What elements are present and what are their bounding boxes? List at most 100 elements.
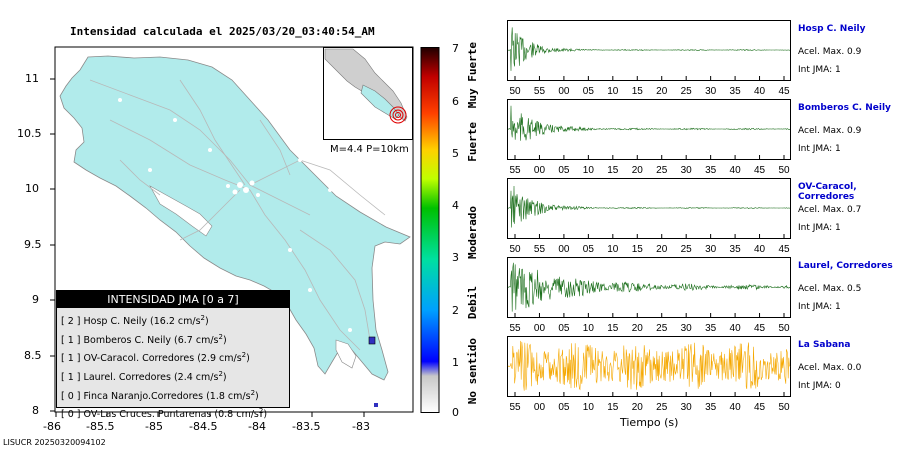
station-max-accel: Acel. Max. 0.0 — [798, 363, 862, 373]
time-tick-label: 10 — [583, 402, 595, 413]
time-tick-label: 50 — [509, 244, 521, 255]
epicenter-marker — [389, 106, 407, 124]
time-tick-label: 00 — [534, 323, 546, 334]
colorbar-tick: 3 — [452, 251, 459, 264]
time-tick-label: 50 — [778, 165, 790, 176]
colorbar-tick: 6 — [452, 95, 459, 108]
station-name: Bomberos C. Neily — [798, 103, 891, 113]
station-jma-intensity: Int JMA: 0 — [798, 381, 841, 391]
waveform-panel: 55 00 05 10 15 20 25 30 35 40 45 50 — [507, 336, 791, 413]
waveform-trace — [507, 105, 791, 141]
time-tick-label: 05 — [558, 323, 570, 334]
waveform-frame — [507, 20, 791, 81]
time-tick-label: 35 — [705, 402, 717, 413]
lat-tick: 10.5 — [17, 127, 42, 140]
legend-title: INTENSIDAD JMA [0 a 7] — [57, 291, 289, 308]
time-tick-label: 25 — [681, 86, 693, 97]
time-tick-label: 55 — [534, 244, 546, 255]
waveform-panel: 50 55 00 05 10 15 20 25 30 35 40 45 — [507, 178, 791, 255]
station-legend: INTENSIDAD JMA [0 a 7] [ 2 ] Hosp C. Nei… — [56, 290, 290, 420]
time-tick-label: 55 — [509, 165, 521, 176]
waveform-trace — [507, 262, 791, 312]
station-max-accel: Acel. Max. 0.9 — [798, 47, 862, 57]
station-jma-intensity: Int JMA: 1 — [798, 302, 841, 312]
time-tick-label: 50 — [778, 402, 790, 413]
lat-tick: 10 — [25, 182, 39, 195]
station-name: Hosp C. Neily — [798, 24, 866, 34]
lon-tick: -83 — [352, 420, 370, 433]
lat-tick: 9.5 — [24, 238, 42, 251]
lat-tick: 8.5 — [24, 349, 42, 362]
time-tick-label: 50 — [778, 323, 790, 334]
lon-tick: -84.5 — [189, 420, 218, 433]
station-max-accel: Acel. Max. 0.5 — [798, 284, 862, 294]
inset-map — [323, 47, 413, 140]
time-tick-label: 25 — [656, 323, 668, 334]
station-name: La Sabana — [798, 340, 851, 350]
legend-row: [ 2 ] Hosp C. Neily (16.2 cm/s2) — [61, 314, 209, 328]
waveform-panel: 55 00 05 10 15 20 25 30 35 40 45 50 — [507, 257, 791, 334]
time-tick-label: 40 — [754, 244, 766, 255]
time-tick-label: 50 — [509, 86, 521, 97]
waveform-trace — [507, 185, 791, 228]
colorbar-tick: 7 — [452, 42, 459, 55]
time-tick-label: 30 — [705, 244, 717, 255]
time-tick-label: 15 — [607, 165, 619, 176]
lon-tick: -83.5 — [292, 420, 321, 433]
time-tick-label: 30 — [681, 402, 693, 413]
time-tick-label: 55 — [509, 323, 521, 334]
time-tick-label: 10 — [583, 165, 595, 176]
colorbar-label: Muy Fuerte — [466, 42, 479, 109]
legend-row: [ 1 ] Bomberos C. Neily (6.7 cm/s2) — [61, 332, 227, 346]
waveform-trace — [507, 27, 791, 71]
station-marker — [368, 336, 376, 345]
time-tick-label: 20 — [656, 86, 668, 97]
time-tick-label: 15 — [607, 323, 619, 334]
time-tick-label: 45 — [754, 323, 766, 334]
legend-row: [ 0 ] Finca Naranjo.Corredores (1.8 cm/s… — [61, 388, 259, 402]
footer-id: LISUCR 20250320094102 — [3, 438, 106, 447]
station-marker-south — [374, 403, 378, 407]
time-tick-label: 15 — [607, 402, 619, 413]
time-tick-label: 25 — [681, 244, 693, 255]
station-max-accel: Acel. Max. 0.9 — [798, 126, 862, 136]
time-tick-label: 05 — [583, 86, 595, 97]
lat-tick: 11 — [25, 72, 39, 85]
time-tick-label: 45 — [754, 165, 766, 176]
time-tick-label: 40 — [754, 86, 766, 97]
time-tick-label: 55 — [509, 402, 521, 413]
nicoya-gulf — [149, 185, 213, 237]
legend-rows: [ 2 ] Hosp C. Neily (16.2 cm/s2) [ 1 ] B… — [57, 308, 289, 423]
time-tick-label: 05 — [583, 244, 595, 255]
time-tick-label: 35 — [730, 86, 742, 97]
golfo-dulce — [335, 339, 357, 369]
waveform-panel: 50 55 00 05 10 15 20 25 30 35 40 45 — [507, 20, 791, 97]
road-network — [89, 79, 386, 351]
time-tick-label: 20 — [632, 323, 644, 334]
time-tick-label: 10 — [607, 244, 619, 255]
station-name: OV-Caracol, Corredores — [798, 182, 857, 202]
time-tick-label: 55 — [534, 86, 546, 97]
time-tick-label: 40 — [730, 402, 742, 413]
waveform-panel: 55 00 05 10 15 20 25 30 35 40 45 50 — [507, 99, 791, 176]
time-tick-label: 10 — [583, 323, 595, 334]
time-axis-label: Tiempo (s) — [620, 416, 679, 429]
time-tick-label: 40 — [730, 165, 742, 176]
lon-tick: -84 — [248, 420, 266, 433]
time-tick-label: 05 — [558, 165, 570, 176]
time-tick-label: 25 — [656, 165, 668, 176]
legend-row: [ 1 ] Laurel. Corredores (2.4 cm/s2) — [61, 369, 227, 384]
lat-tick: 8 — [32, 404, 39, 417]
costa-rica-land — [59, 55, 411, 381]
station-jma-intensity: Int JMA: 1 — [798, 144, 841, 154]
waveform-frame — [507, 257, 791, 318]
colorbar-label: Fuerte — [466, 122, 479, 162]
time-tick-label: 00 — [534, 402, 546, 413]
station-jma-intensity: Int JMA: 1 — [798, 65, 841, 75]
time-tick-label: 45 — [778, 244, 790, 255]
colorbar-label: No sentido — [466, 338, 479, 405]
lon-tick: -85.5 — [86, 420, 115, 433]
time-tick-label: 35 — [705, 323, 717, 334]
waveform-trace — [507, 340, 791, 391]
inset-magnitude-label: M=4.4 P=10km — [330, 144, 409, 155]
